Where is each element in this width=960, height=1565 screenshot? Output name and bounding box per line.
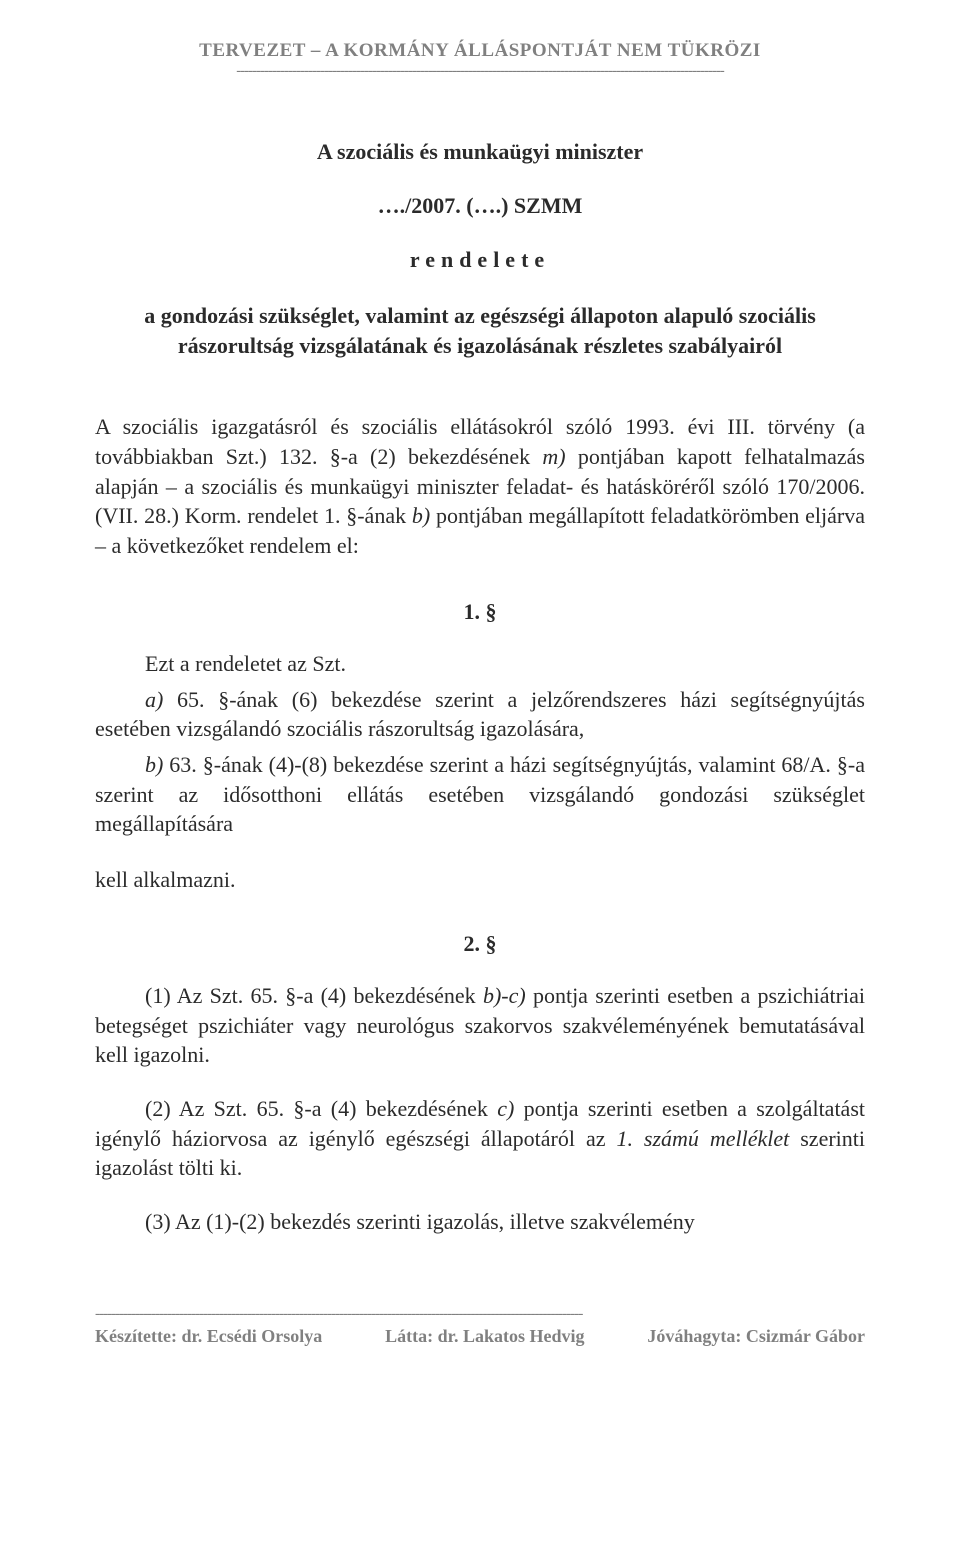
section-1-number: 1. §	[95, 599, 865, 625]
item-b-text: 63. §-ának (4)-(8) bekezdése szerint a h…	[95, 752, 865, 836]
section-2-para-3: (3) Az (1)-(2) bekezdés szerinti igazolá…	[95, 1207, 865, 1237]
footer: ----------------------------------------…	[95, 1307, 865, 1347]
footer-dashline: ----------------------------------------…	[95, 1307, 865, 1322]
s2p2-a: (2) Az Szt. 65. §-a (4) bekezdésének	[145, 1096, 497, 1121]
section-2-number: 2. §	[95, 931, 865, 957]
preamble-m-italic: m)	[542, 444, 565, 469]
decree-subject: a gondozási szükséglet, valamint az egés…	[95, 301, 865, 360]
header-dashline: ----------------------------------------…	[95, 64, 865, 79]
footer-seen-by: Látta: dr. Lakatos Hedvig	[385, 1326, 584, 1347]
decree-word: rendelete	[95, 247, 865, 273]
item-b-label: b)	[145, 752, 163, 777]
header-banner: TERVEZET – A KORMÁNY ÁLLÁSPONTJÁT NEM TÜ…	[95, 40, 865, 62]
s2p1-bc-italic: b)-c)	[483, 983, 526, 1008]
preamble-b-italic: b)	[412, 503, 430, 528]
section-1-item-b: b) 63. §-ának (4)-(8) bekezdése szerint …	[95, 750, 865, 839]
section-2-para-1: (1) Az Szt. 65. §-a (4) bekezdésének b)-…	[95, 981, 865, 1070]
section-1-closing: kell alkalmazni.	[95, 867, 865, 893]
s2p1-a: (1) Az Szt. 65. §-a (4) bekezdésének	[145, 983, 483, 1008]
section-2-para-2: (2) Az Szt. 65. §-a (4) bekezdésének c) …	[95, 1094, 865, 1183]
decree-number: …./2007. (….) SZMM	[95, 193, 865, 219]
section-1-item-a: a) 65. §-ának (6) bekezdése szerint a je…	[95, 685, 865, 744]
s2p2-c-italic: c)	[497, 1096, 514, 1121]
footer-author: Készítette: dr. Ecsédi Orsolya	[95, 1326, 322, 1347]
footer-credits: Készítette: dr. Ecsédi Orsolya Látta: dr…	[95, 1326, 865, 1347]
s2p2-melleklet-italic: 1. számú melléklet	[616, 1126, 789, 1151]
preamble: A szociális igazgatásról és szociális el…	[95, 412, 865, 560]
item-a-label: a)	[145, 687, 163, 712]
footer-approved-by: Jóváhagyta: Csizmár Gábor	[647, 1326, 865, 1347]
item-a-text: 65. §-ának (6) bekezdése szerint a jelző…	[95, 687, 865, 742]
section-1-intro: Ezt a rendeletet az Szt.	[95, 649, 865, 679]
minister-title: A szociális és munkaügyi miniszter	[95, 139, 865, 165]
